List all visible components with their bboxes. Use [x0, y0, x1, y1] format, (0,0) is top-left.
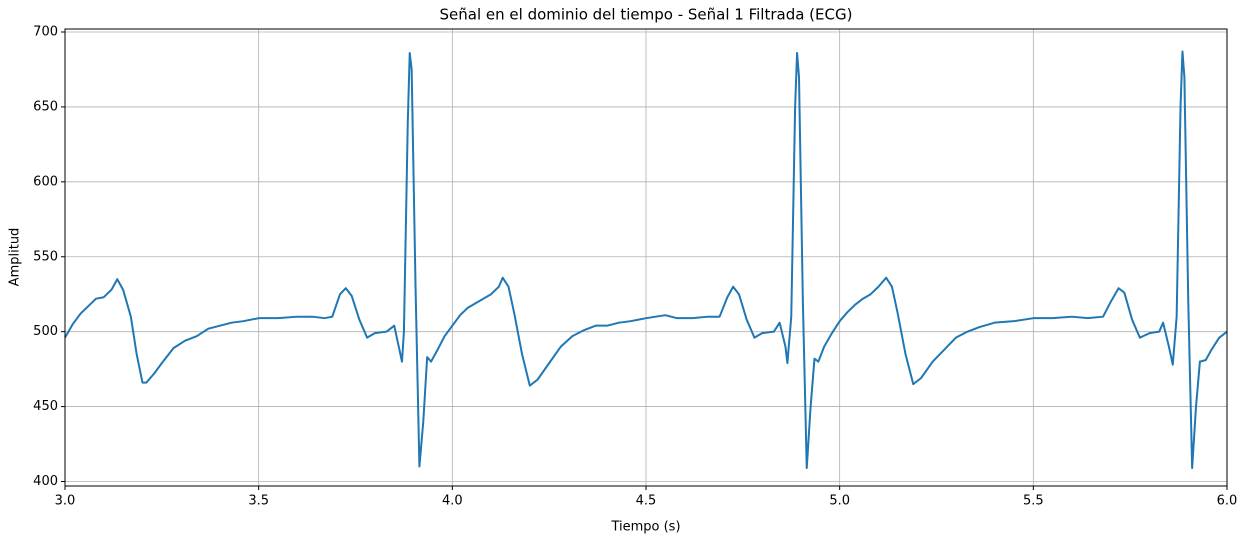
y-tick-label: 400: [33, 474, 58, 489]
x-tick-label: 3.0: [55, 494, 76, 509]
x-tick-label: 6.0: [1217, 494, 1238, 509]
y-tick-label: 600: [33, 174, 58, 189]
y-tick-label: 550: [33, 249, 58, 264]
y-tick-label: 450: [33, 399, 58, 414]
x-tick-label: 4.5: [636, 494, 657, 509]
x-tick-label: 5.5: [1023, 494, 1044, 509]
x-axis-label: Tiempo (s): [610, 520, 680, 535]
y-tick-label: 650: [33, 99, 58, 114]
plot-frame: [64, 28, 1228, 487]
y-tick-label: 700: [33, 24, 58, 39]
x-tick-label: 3.5: [248, 494, 269, 509]
chart-title: Señal en el dominio del tiempo - Señal 1…: [440, 6, 853, 24]
x-tick-label: 5.0: [829, 494, 850, 509]
signal-line: [64, 50, 1228, 470]
y-tick-label: 500: [33, 324, 58, 339]
y-axis-label: Amplitud: [8, 228, 23, 287]
x-tick-label: 4.0: [442, 494, 463, 509]
